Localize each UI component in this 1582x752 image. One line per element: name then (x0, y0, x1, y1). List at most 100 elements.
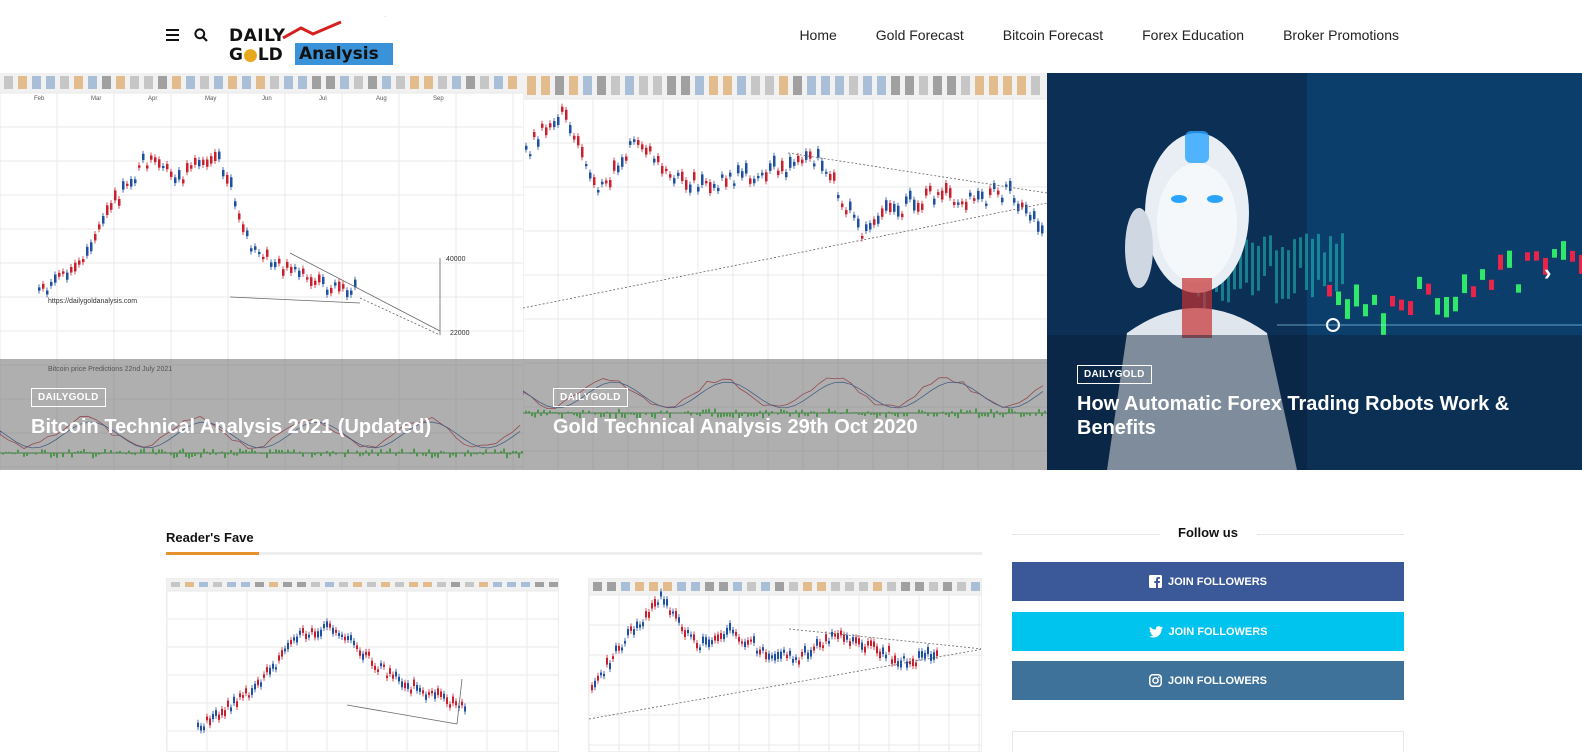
slide-robots[interactable]: DAILYGOLD How Automatic Forex Trading Ro… (1047, 73, 1582, 470)
candle-body (641, 144, 644, 150)
thumbnail-chart-image (167, 579, 558, 751)
candle-body (326, 621, 328, 628)
robot-eye (1207, 195, 1223, 203)
candle-body (825, 634, 827, 642)
instagram-follow-button[interactable]: JOIN FOLLOWERS (1012, 661, 1404, 700)
candle-body (855, 637, 857, 644)
nav-home[interactable]: Home (799, 27, 837, 43)
candle-body (317, 631, 319, 638)
slide-title[interactable]: Gold Technical Analysis 29th Oct 2020 (553, 416, 918, 438)
candle-body (753, 636, 755, 643)
slide-bitcoin[interactable]: https://dailygoldanalysis.comBitcoin pri… (0, 73, 523, 470)
toolbar-button-icon (957, 582, 966, 591)
slide-tag[interactable]: DAILYGOLD (1077, 365, 1152, 384)
candle-body (905, 196, 908, 204)
candle-body (627, 628, 629, 636)
candle-body (786, 654, 788, 659)
candle-body (833, 172, 836, 181)
toolbar-button-icon (227, 582, 236, 587)
toolbar-button-icon (901, 582, 910, 591)
facebook-follow-button[interactable]: JOIN FOLLOWERS (1012, 562, 1404, 601)
candle-body (305, 633, 307, 640)
hamburger-icon[interactable] (166, 29, 179, 41)
candle-body (251, 688, 253, 695)
candle-body (66, 272, 69, 280)
candle-body (657, 155, 660, 163)
candle-body (404, 682, 406, 689)
candle-body (569, 125, 572, 134)
candle-body (769, 163, 772, 171)
candle-body (545, 127, 548, 136)
candle-body (921, 651, 923, 658)
candle-body (359, 650, 361, 656)
logo-arrow-icon (282, 16, 389, 40)
candle-body (62, 271, 65, 274)
slide-tag[interactable]: DAILYGOLD (553, 388, 628, 407)
chart-label-high: 40000 (446, 256, 466, 263)
candle-body (705, 180, 708, 184)
candle-body (837, 633, 839, 640)
bar-glow (1293, 239, 1296, 294)
candle-body (1029, 214, 1032, 221)
toolbar-button-icon (381, 582, 390, 587)
twitter-follow-button[interactable]: JOIN FOLLOWERS (1012, 612, 1404, 651)
candle-body (637, 140, 640, 145)
site-logo[interactable]: DAILY G●LD Analysis (229, 16, 395, 68)
slide-title[interactable]: Bitcoin Technical Analysis 2021 (Updated… (31, 416, 432, 438)
candle-body (669, 174, 672, 178)
toolbar-button-icon (241, 582, 250, 587)
candle-body (701, 174, 704, 186)
chart-background (589, 579, 981, 751)
candle-body (386, 675, 388, 679)
candle-body (1579, 254, 1582, 274)
candle-body (1453, 296, 1458, 312)
candle-body (275, 667, 277, 670)
slide-tag[interactable]: DAILYGOLD (31, 388, 106, 407)
candle-body (977, 190, 980, 200)
divider (1257, 534, 1404, 535)
candle-body (813, 646, 815, 651)
toolbar-button-icon (452, 76, 461, 89)
candle-body (735, 631, 737, 636)
nav-broker-promotions[interactable]: Broker Promotions (1283, 27, 1399, 43)
candle-body (879, 651, 881, 659)
nav-forex-education[interactable]: Forex Education (1142, 27, 1245, 43)
fave-thumbnail-2[interactable] (588, 578, 982, 752)
toolbar-button-icon (549, 582, 558, 587)
candle-body (332, 627, 334, 634)
slide-title[interactable]: How Automatic Forex Trading Robots Work … (1077, 393, 1510, 439)
candle-body (290, 266, 293, 273)
slide-gold[interactable]: DAILYGOLD Gold Technical Analysis 29th O… (523, 73, 1047, 470)
candle-body (565, 109, 568, 120)
toolbar-button-icon (929, 582, 938, 591)
candle-body (362, 653, 364, 660)
slider-prev-arrow[interactable]: ‹ (12, 260, 20, 285)
search-icon[interactable] (194, 28, 208, 42)
candle-body (254, 246, 257, 250)
candle-body (885, 654, 887, 659)
candle-body (677, 172, 680, 176)
candle-body (455, 701, 457, 706)
nav-bitcoin-forecast[interactable]: Bitcoin Forecast (1002, 27, 1104, 43)
slider-next-arrow[interactable]: › (1544, 260, 1552, 285)
candle-body (893, 203, 896, 212)
nav-gold-forecast[interactable]: Gold Forecast (875, 27, 964, 43)
toolbar-button-icon (130, 76, 139, 89)
candle-body (689, 184, 692, 193)
robot-forehead-light (1185, 131, 1209, 163)
candle-body (845, 210, 848, 215)
bar-glow (1335, 243, 1338, 292)
toolbar-button-icon (933, 76, 942, 95)
candle-body (901, 213, 904, 218)
fave-thumbnail-1[interactable] (166, 578, 559, 752)
toolbar-button-icon (709, 76, 718, 95)
toolbar-button-icon (479, 582, 488, 587)
candle-body (1408, 301, 1413, 316)
candle-body (789, 650, 791, 656)
candle-body (431, 690, 433, 694)
bar-glow (1275, 250, 1278, 304)
candle-body (224, 710, 226, 717)
trend-line (229, 296, 361, 304)
candle-body (263, 674, 265, 678)
candle-body (633, 139, 636, 142)
